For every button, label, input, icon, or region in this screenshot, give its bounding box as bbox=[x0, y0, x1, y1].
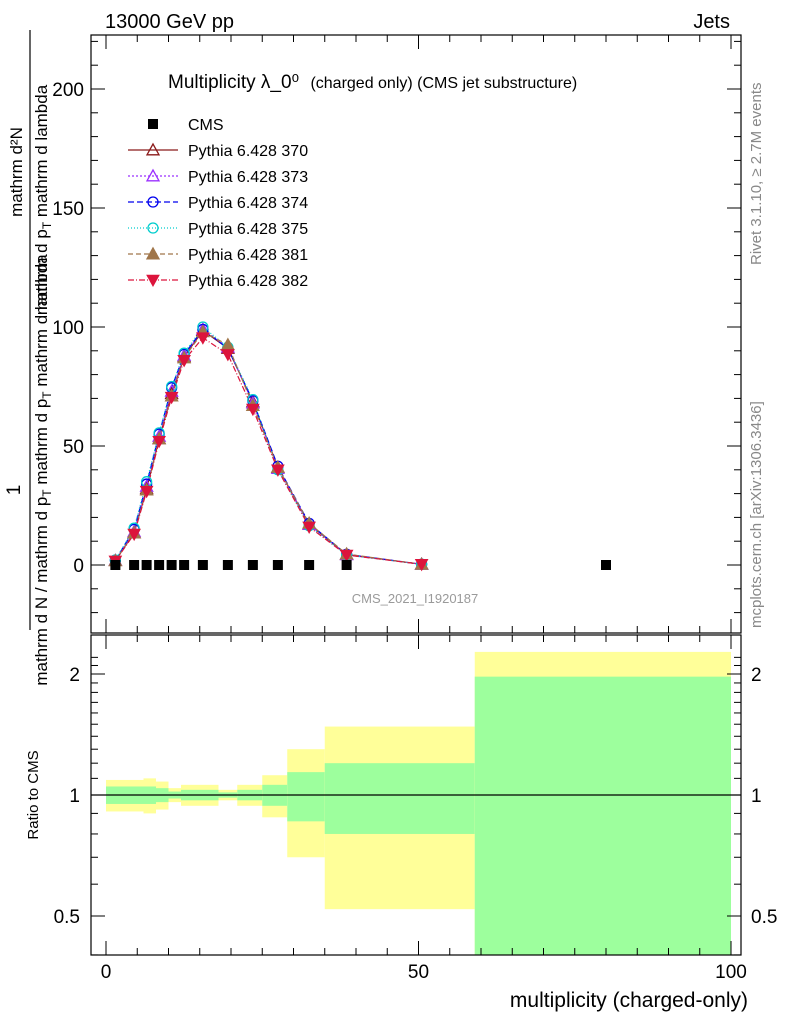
cms-data-point bbox=[222, 560, 233, 570]
cms-data-point bbox=[129, 560, 140, 570]
ratio-band-inner bbox=[287, 772, 325, 822]
series-line-5 bbox=[114, 336, 422, 565]
series-point-5 bbox=[271, 464, 285, 477]
cms-data-point bbox=[197, 560, 208, 570]
x-tick-label: 100 bbox=[715, 962, 747, 983]
legend-label-1: Pythia 6.428 373 bbox=[188, 169, 308, 186]
mcplots-reference-label: mcplots.cern.ch [arXiv:1306.3436] bbox=[748, 401, 765, 628]
legend-marker-4 bbox=[145, 246, 161, 260]
legend-marker-1 bbox=[145, 168, 161, 182]
series-point-5 bbox=[177, 355, 191, 368]
watermark-analysis-id: CMS_2021_I1920187 bbox=[352, 591, 479, 606]
legend: CMS Pythia 6.428 370 Pythia 6.428 373 Pythi… bbox=[128, 117, 308, 290]
legend-label-4: Pythia 6.428 381 bbox=[188, 247, 308, 264]
series-point-5 bbox=[139, 485, 154, 499]
cms-data-point bbox=[141, 560, 152, 570]
main-y-tick-label: 100 bbox=[52, 318, 84, 339]
x-tick-label: 0 bbox=[101, 962, 112, 983]
series-point-5 bbox=[339, 549, 354, 563]
ratio-band-inner bbox=[324, 763, 475, 834]
series-point-5 bbox=[414, 558, 429, 572]
main-y-tick-label: 150 bbox=[52, 199, 84, 220]
x-tick-label: 50 bbox=[408, 962, 429, 983]
series-point-5 bbox=[196, 332, 210, 345]
legend-cms-label: CMS bbox=[188, 117, 224, 134]
main-y-axis-title: 1 mathrm d²N mathrm d pT mathrm d lambda… bbox=[4, 30, 54, 686]
legend-marker-3 bbox=[147, 222, 159, 234]
legend-label-2: Pythia 6.428 374 bbox=[188, 195, 308, 212]
cms-data-point bbox=[179, 560, 190, 570]
rivet-version-label: Rivet 3.1.10, ≥ 2.7M events bbox=[748, 83, 765, 266]
legend-label-0: Pythia 6.428 370 bbox=[188, 143, 308, 160]
ratio-y-tick-label: 0.5 bbox=[54, 907, 80, 928]
x-axis-title: multiplicity (charged-only) bbox=[510, 989, 748, 1012]
y-axis-title-numerator: 1 bbox=[4, 485, 25, 496]
ratio-y-tick-label: 1 bbox=[69, 786, 80, 807]
cms-data-point bbox=[110, 560, 121, 570]
legend-marker-2 bbox=[147, 196, 159, 208]
chart-title-main: Multiplicity λ_0⁰ bbox=[168, 72, 299, 93]
series-point-5 bbox=[246, 403, 260, 417]
header-energy-label: 13000 GeV pp bbox=[105, 11, 234, 33]
legend-cms-marker bbox=[148, 119, 158, 129]
cms-data-point bbox=[304, 560, 315, 570]
legend-marker-0 bbox=[145, 142, 161, 156]
series-point-5 bbox=[164, 391, 179, 405]
y-axis-title-upper-denominator: mathrm d pT mathrm d lambda bbox=[32, 84, 54, 315]
ratio-y-tick-label-right: 2 bbox=[751, 665, 762, 686]
ratio-y-tick-label: 2 bbox=[69, 665, 80, 686]
main-plot-frame bbox=[90, 34, 742, 634]
cms-data-point bbox=[341, 560, 352, 570]
main-y-tick-label: 200 bbox=[52, 80, 84, 101]
main-y-tick-label: 0 bbox=[73, 556, 84, 577]
ratio-y-tick-label-right: 0.5 bbox=[751, 907, 777, 928]
header-process-label: Jets bbox=[693, 11, 730, 33]
cms-data-point bbox=[166, 560, 177, 570]
series-point-5 bbox=[152, 435, 166, 449]
legend-label-5: Pythia 6.428 382 bbox=[188, 273, 308, 290]
cms-data-point bbox=[272, 560, 283, 570]
series-point-5 bbox=[127, 528, 141, 542]
ratio-y-axis-title: Ratio to CMS bbox=[25, 750, 42, 839]
series-point-5 bbox=[302, 521, 316, 534]
ratio-y-tick-label-right: 1 bbox=[751, 786, 762, 807]
legend-marker-5 bbox=[146, 274, 160, 288]
main-y-tick-label: 50 bbox=[63, 437, 84, 458]
chart-title: Multiplicity λ_0⁰ (charged only) (CMS je… bbox=[168, 72, 577, 93]
ratio-panel: 0.5 0.5 1 1 2 2 0 50 100 Ratio to CMS multiplic… bbox=[25, 634, 777, 1012]
main-panel: CMS_2021_I1920187 Multiplicity λ_0⁰ (cha… bbox=[52, 34, 742, 634]
y-axis-title-upper: mathrm d²N bbox=[7, 127, 26, 217]
legend-label-3: Pythia 6.428 375 bbox=[188, 221, 308, 238]
cms-data-point bbox=[601, 560, 611, 570]
series-point-5 bbox=[221, 349, 235, 362]
chart-title-suffix: (charged only) (CMS jet substructure) bbox=[310, 75, 577, 92]
y-axis-title-lower: mathrm d N / mathrm d pT mathrm d pT mat… bbox=[32, 254, 54, 686]
ratio-band-inner bbox=[474, 676, 731, 955]
cms-data-point bbox=[247, 560, 258, 570]
cms-data-point bbox=[154, 560, 165, 570]
